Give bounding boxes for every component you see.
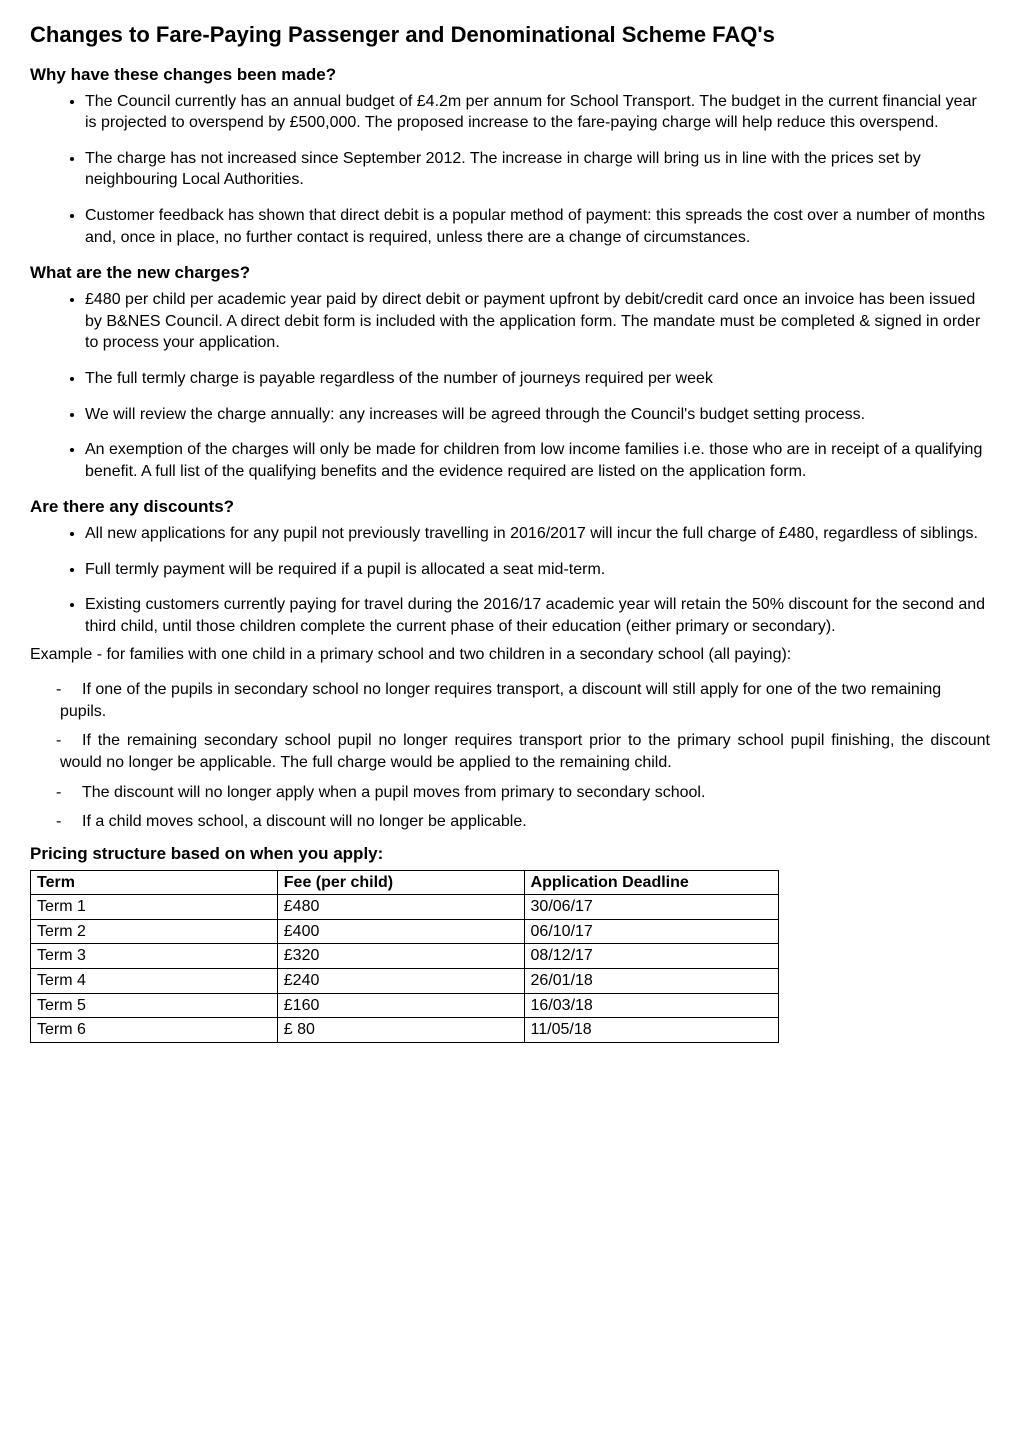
list-item: If a child moves school, a discount will… [60,811,990,833]
list-item: We will review the charge annually: any … [85,404,990,426]
list-item: The Council currently has an annual budg… [85,91,990,134]
table-header: Fee (per child) [277,870,524,895]
table-cell: 06/10/17 [524,919,778,944]
table-row: Term 5 £160 16/03/18 [31,993,779,1018]
table-cell: 16/03/18 [524,993,778,1018]
table-cell: £320 [277,944,524,969]
table-cell: Term 5 [31,993,278,1018]
table-cell: Term 6 [31,1018,278,1043]
list-item: Existing customers currently paying for … [85,594,990,637]
table-cell: Term 2 [31,919,278,944]
table-row: Term 6 £ 80 11/05/18 [31,1018,779,1043]
charges-list: £480 per child per academic year paid by… [30,289,990,482]
table-cell: 08/12/17 [524,944,778,969]
table-header: Term [31,870,278,895]
table-cell: Term 3 [31,944,278,969]
section-heading-discounts: Are there any discounts? [30,496,990,519]
table-cell: £480 [277,895,524,920]
example-intro: Example - for families with one child in… [30,644,990,666]
table-cell: £160 [277,993,524,1018]
list-item: The discount will no longer apply when a… [60,782,990,804]
list-item: If one of the pupils in secondary school… [60,679,990,722]
table-row: Term 3 £320 08/12/17 [31,944,779,969]
example-list: If one of the pupils in secondary school… [30,679,990,833]
table-row: Term 4 £240 26/01/18 [31,969,779,994]
list-item: All new applications for any pupil not p… [85,523,990,545]
table-cell: £400 [277,919,524,944]
table-cell: Term 4 [31,969,278,994]
page-title: Changes to Fare-Paying Passenger and Den… [30,20,990,50]
why-list: The Council currently has an annual budg… [30,91,990,249]
table-cell: 30/06/17 [524,895,778,920]
list-item: Customer feedback has shown that direct … [85,205,990,248]
table-cell: Term 1 [31,895,278,920]
list-item: The charge has not increased since Septe… [85,148,990,191]
pricing-table: Term Fee (per child) Application Deadlin… [30,870,779,1043]
table-cell: 11/05/18 [524,1018,778,1043]
list-item: If the remaining secondary school pupil … [60,730,990,773]
table-cell: 26/01/18 [524,969,778,994]
table-cell: £240 [277,969,524,994]
list-item: An exemption of the charges will only be… [85,439,990,482]
discounts-list: All new applications for any pupil not p… [30,523,990,637]
list-item: £480 per child per academic year paid by… [85,289,990,354]
section-heading-why: Why have these changes been made? [30,64,990,87]
table-row: Term 1 £480 30/06/17 [31,895,779,920]
table-cell: £ 80 [277,1018,524,1043]
table-header: Application Deadline [524,870,778,895]
section-heading-charges: What are the new charges? [30,262,990,285]
section-heading-pricing: Pricing structure based on when you appl… [30,843,990,866]
table-header-row: Term Fee (per child) Application Deadlin… [31,870,779,895]
list-item: Full termly payment will be required if … [85,559,990,581]
list-item: The full termly charge is payable regard… [85,368,990,390]
table-row: Term 2 £400 06/10/17 [31,919,779,944]
